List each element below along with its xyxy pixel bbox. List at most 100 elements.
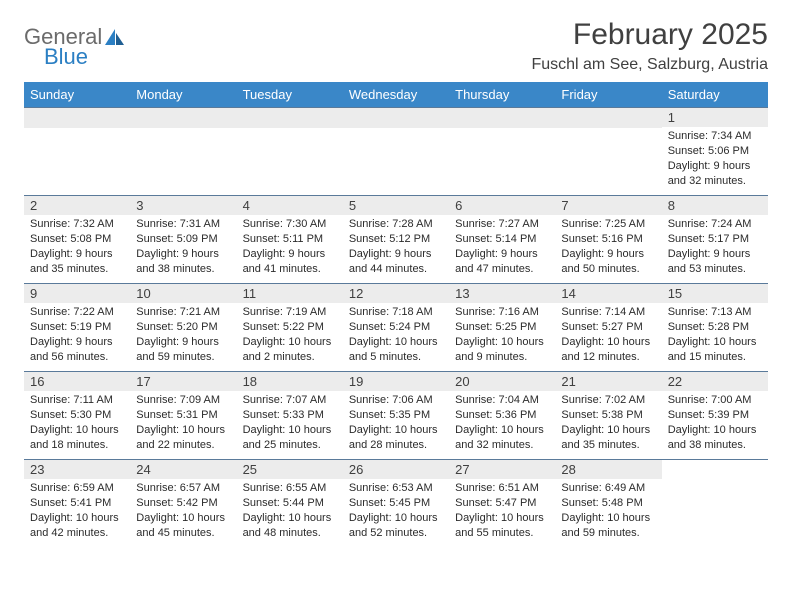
day-details: Sunrise: 7:24 AMSunset: 5:17 PMDaylight:… — [662, 215, 768, 280]
calendar-week-row: 16Sunrise: 7:11 AMSunset: 5:30 PMDayligh… — [24, 372, 768, 460]
day-number: 18 — [237, 372, 343, 391]
day-details: Sunrise: 7:21 AMSunset: 5:20 PMDaylight:… — [130, 303, 236, 368]
calendar-day-cell: 20Sunrise: 7:04 AMSunset: 5:36 PMDayligh… — [449, 372, 555, 460]
day-number: 27 — [449, 460, 555, 479]
empty-day-strip — [343, 108, 449, 128]
calendar-day-cell: 3Sunrise: 7:31 AMSunset: 5:09 PMDaylight… — [130, 196, 236, 284]
weekday-header: Wednesday — [343, 82, 449, 108]
day-number: 9 — [24, 284, 130, 303]
day-details: Sunrise: 7:04 AMSunset: 5:36 PMDaylight:… — [449, 391, 555, 456]
day-details: Sunrise: 7:09 AMSunset: 5:31 PMDaylight:… — [130, 391, 236, 456]
calendar-page: General February 2025 Fuschl am See, Sal… — [0, 0, 792, 548]
empty-day-strip — [555, 108, 661, 128]
location: Fuschl am See, Salzburg, Austria — [531, 56, 768, 74]
day-details: Sunrise: 7:25 AMSunset: 5:16 PMDaylight:… — [555, 215, 661, 280]
calendar-empty-cell — [24, 108, 130, 196]
calendar-day-cell: 23Sunrise: 6:59 AMSunset: 5:41 PMDayligh… — [24, 460, 130, 548]
calendar-empty-cell — [237, 108, 343, 196]
day-details: Sunrise: 7:32 AMSunset: 5:08 PMDaylight:… — [24, 215, 130, 280]
calendar-empty-cell — [449, 108, 555, 196]
calendar-day-cell: 13Sunrise: 7:16 AMSunset: 5:25 PMDayligh… — [449, 284, 555, 372]
month-title: February 2025 — [531, 18, 768, 52]
calendar-day-cell: 18Sunrise: 7:07 AMSunset: 5:33 PMDayligh… — [237, 372, 343, 460]
day-details: Sunrise: 7:18 AMSunset: 5:24 PMDaylight:… — [343, 303, 449, 368]
day-number: 20 — [449, 372, 555, 391]
day-number: 17 — [130, 372, 236, 391]
calendar-day-cell: 17Sunrise: 7:09 AMSunset: 5:31 PMDayligh… — [130, 372, 236, 460]
calendar-day-cell: 2Sunrise: 7:32 AMSunset: 5:08 PMDaylight… — [24, 196, 130, 284]
calendar-day-cell: 5Sunrise: 7:28 AMSunset: 5:12 PMDaylight… — [343, 196, 449, 284]
day-number: 14 — [555, 284, 661, 303]
day-details: Sunrise: 7:02 AMSunset: 5:38 PMDaylight:… — [555, 391, 661, 456]
calendar-day-cell: 11Sunrise: 7:19 AMSunset: 5:22 PMDayligh… — [237, 284, 343, 372]
calendar-body: 1Sunrise: 7:34 AMSunset: 5:06 PMDaylight… — [24, 108, 768, 548]
day-details: Sunrise: 6:53 AMSunset: 5:45 PMDaylight:… — [343, 479, 449, 544]
day-details: Sunrise: 7:34 AMSunset: 5:06 PMDaylight:… — [662, 127, 768, 192]
day-details: Sunrise: 7:00 AMSunset: 5:39 PMDaylight:… — [662, 391, 768, 456]
day-number: 23 — [24, 460, 130, 479]
calendar-day-cell: 9Sunrise: 7:22 AMSunset: 5:19 PMDaylight… — [24, 284, 130, 372]
day-number: 1 — [662, 108, 768, 127]
day-number: 5 — [343, 196, 449, 215]
day-details: Sunrise: 7:11 AMSunset: 5:30 PMDaylight:… — [24, 391, 130, 456]
day-details: Sunrise: 7:19 AMSunset: 5:22 PMDaylight:… — [237, 303, 343, 368]
day-details: Sunrise: 6:59 AMSunset: 5:41 PMDaylight:… — [24, 479, 130, 544]
day-number: 26 — [343, 460, 449, 479]
day-number: 4 — [237, 196, 343, 215]
title-block: February 2025 Fuschl am See, Salzburg, A… — [531, 18, 768, 74]
calendar-header-row: SundayMondayTuesdayWednesdayThursdayFrid… — [24, 82, 768, 108]
calendar-week-row: 1Sunrise: 7:34 AMSunset: 5:06 PMDaylight… — [24, 108, 768, 196]
weekday-header: Saturday — [662, 82, 768, 108]
day-details: Sunrise: 7:31 AMSunset: 5:09 PMDaylight:… — [130, 215, 236, 280]
weekday-header: Monday — [130, 82, 236, 108]
day-details: Sunrise: 6:57 AMSunset: 5:42 PMDaylight:… — [130, 479, 236, 544]
calendar-day-cell: 6Sunrise: 7:27 AMSunset: 5:14 PMDaylight… — [449, 196, 555, 284]
day-number: 21 — [555, 372, 661, 391]
day-number: 22 — [662, 372, 768, 391]
calendar-day-cell: 27Sunrise: 6:51 AMSunset: 5:47 PMDayligh… — [449, 460, 555, 548]
day-number: 25 — [237, 460, 343, 479]
day-number: 19 — [343, 372, 449, 391]
day-details: Sunrise: 7:22 AMSunset: 5:19 PMDaylight:… — [24, 303, 130, 368]
empty-day-strip — [130, 108, 236, 128]
day-number: 28 — [555, 460, 661, 479]
calendar-table: SundayMondayTuesdayWednesdayThursdayFrid… — [24, 82, 768, 548]
calendar-day-cell: 10Sunrise: 7:21 AMSunset: 5:20 PMDayligh… — [130, 284, 236, 372]
day-details: Sunrise: 7:14 AMSunset: 5:27 PMDaylight:… — [555, 303, 661, 368]
logo-sail-icon — [104, 27, 126, 47]
calendar-day-cell: 24Sunrise: 6:57 AMSunset: 5:42 PMDayligh… — [130, 460, 236, 548]
empty-day-strip — [237, 108, 343, 128]
day-details: Sunrise: 7:13 AMSunset: 5:28 PMDaylight:… — [662, 303, 768, 368]
day-details: Sunrise: 7:27 AMSunset: 5:14 PMDaylight:… — [449, 215, 555, 280]
calendar-day-cell: 28Sunrise: 6:49 AMSunset: 5:48 PMDayligh… — [555, 460, 661, 548]
day-number: 6 — [449, 196, 555, 215]
calendar-empty-cell — [130, 108, 236, 196]
calendar-day-cell: 15Sunrise: 7:13 AMSunset: 5:28 PMDayligh… — [662, 284, 768, 372]
calendar-day-cell: 19Sunrise: 7:06 AMSunset: 5:35 PMDayligh… — [343, 372, 449, 460]
day-details: Sunrise: 6:51 AMSunset: 5:47 PMDaylight:… — [449, 479, 555, 544]
calendar-day-cell: 1Sunrise: 7:34 AMSunset: 5:06 PMDaylight… — [662, 108, 768, 196]
weekday-header: Sunday — [24, 82, 130, 108]
day-number: 13 — [449, 284, 555, 303]
day-details: Sunrise: 7:07 AMSunset: 5:33 PMDaylight:… — [237, 391, 343, 456]
calendar-day-cell: 25Sunrise: 6:55 AMSunset: 5:44 PMDayligh… — [237, 460, 343, 548]
calendar-day-cell: 8Sunrise: 7:24 AMSunset: 5:17 PMDaylight… — [662, 196, 768, 284]
calendar-day-cell: 4Sunrise: 7:30 AMSunset: 5:11 PMDaylight… — [237, 196, 343, 284]
header: General February 2025 Fuschl am See, Sal… — [24, 18, 768, 74]
day-number: 2 — [24, 196, 130, 215]
day-details: Sunrise: 7:16 AMSunset: 5:25 PMDaylight:… — [449, 303, 555, 368]
empty-day-strip — [24, 108, 130, 128]
weekday-header: Tuesday — [237, 82, 343, 108]
calendar-day-cell: 16Sunrise: 7:11 AMSunset: 5:30 PMDayligh… — [24, 372, 130, 460]
day-details: Sunrise: 6:49 AMSunset: 5:48 PMDaylight:… — [555, 479, 661, 544]
day-number: 3 — [130, 196, 236, 215]
day-details: Sunrise: 6:55 AMSunset: 5:44 PMDaylight:… — [237, 479, 343, 544]
weekday-header: Friday — [555, 82, 661, 108]
calendar-empty-cell — [343, 108, 449, 196]
day-number: 16 — [24, 372, 130, 391]
calendar-week-row: 23Sunrise: 6:59 AMSunset: 5:41 PMDayligh… — [24, 460, 768, 548]
empty-day-strip — [449, 108, 555, 128]
weekday-header: Thursday — [449, 82, 555, 108]
calendar-empty-cell — [662, 460, 768, 548]
day-number: 24 — [130, 460, 236, 479]
